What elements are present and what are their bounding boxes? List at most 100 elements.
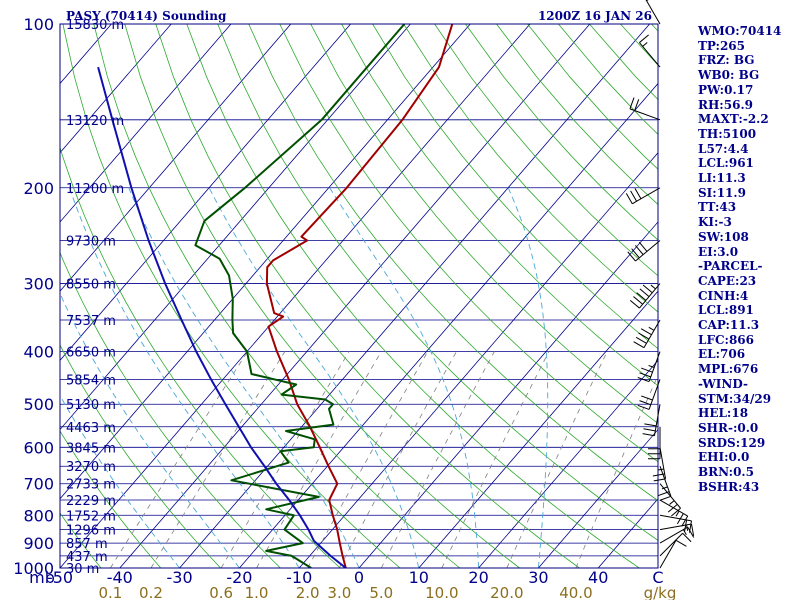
wind-barb-flag xyxy=(636,292,647,301)
wind-barb xyxy=(633,319,661,349)
wind-barb-flag xyxy=(634,99,640,111)
isotherm xyxy=(418,290,658,568)
index-item: MPL:676 xyxy=(698,362,759,377)
wind-barb-flag xyxy=(637,404,650,410)
wind-barb-flag xyxy=(631,248,640,259)
wind-barb-flag xyxy=(659,495,672,501)
index-item: LCL:961 xyxy=(698,156,754,171)
mixing-ratio-label: 10.0 xyxy=(425,584,458,600)
index-item: WB0: BG xyxy=(698,68,760,83)
wind-barb-staff xyxy=(659,540,677,569)
wind-barb-half-flag xyxy=(675,510,680,517)
temperature-tick-label: 10 xyxy=(409,568,429,587)
wind-barb-flag xyxy=(625,193,633,205)
wind-barb-staff xyxy=(629,108,661,121)
index-item: EHI:0.0 xyxy=(698,450,750,465)
temperature-tick-label: 0 xyxy=(354,568,364,587)
mixing-ratio-unit: g/kg xyxy=(644,584,677,600)
index-item: MAXT:-2.2 xyxy=(698,112,769,127)
height-label: 30 m xyxy=(66,562,99,577)
wind-barb-flag xyxy=(652,473,665,477)
wind-barb-flag xyxy=(667,504,678,513)
index-item: WMO:70414 xyxy=(698,24,782,38)
index-item: -PARCEL- xyxy=(698,259,763,274)
sounding-time: 1200Z 16 JAN 26 xyxy=(538,9,652,23)
dry-adiabat xyxy=(310,24,658,424)
pressure-label: 500 xyxy=(23,395,54,414)
height-label: 857 m xyxy=(66,537,108,552)
wind-barb xyxy=(659,532,692,557)
index-item: HEL:18 xyxy=(698,406,749,421)
wind-barb-flag xyxy=(639,400,651,406)
mixing-ratio-line xyxy=(441,351,550,568)
height-label: 2229 m xyxy=(66,494,116,509)
dry-adiabat xyxy=(60,430,162,568)
mixing-ratio-line xyxy=(220,351,350,568)
wind-barb xyxy=(627,240,661,262)
wind-barb xyxy=(648,426,661,460)
wind-barb xyxy=(652,447,667,482)
height-label: 6650 m xyxy=(66,346,116,361)
height-label: 8550 m xyxy=(66,278,116,293)
wind-barb-flag xyxy=(635,245,644,255)
height-label: 11200 m xyxy=(66,182,124,197)
wind-barb-flag xyxy=(671,507,681,517)
temperature-tick-label: 40 xyxy=(588,568,608,587)
dry-adiabat xyxy=(248,24,658,502)
dry-adiabat xyxy=(341,24,658,387)
wind-barb-flag xyxy=(638,332,650,340)
wind-barb xyxy=(659,539,687,569)
wind-barb-staff xyxy=(635,240,661,262)
mixing-ratio-label: 3.0 xyxy=(327,584,351,600)
wind-barb-flag xyxy=(642,433,655,437)
height-label: 2733 m xyxy=(66,478,116,493)
wind-barb-staff xyxy=(659,447,667,479)
index-item: STM:34/29 xyxy=(698,391,772,406)
isotherm xyxy=(60,24,172,154)
isotherm xyxy=(60,24,292,292)
pressure-label: 700 xyxy=(23,475,54,494)
moist-adiabat xyxy=(208,187,420,568)
temperature-tick-label: -30 xyxy=(167,568,193,587)
index-item: KI:-3 xyxy=(698,215,732,230)
dry-adiabat xyxy=(62,24,401,568)
index-item: TH:5100 xyxy=(698,126,757,141)
height-label: 13120 m xyxy=(66,114,124,129)
index-item: TT:43 xyxy=(698,200,737,215)
station-title: PASY (70414) Sounding xyxy=(66,9,227,23)
mixing-ratio-label: 20.0 xyxy=(490,584,523,600)
dry-adiabat xyxy=(60,146,341,568)
wind-barb-half-flag xyxy=(642,42,648,47)
wind-barb-flag xyxy=(640,328,652,336)
wind-barb-flag xyxy=(633,296,643,305)
parcel-path-line xyxy=(97,66,347,568)
height-label: 3845 m xyxy=(66,441,116,456)
wind-barb-flag xyxy=(638,241,648,252)
height-label: 5130 m xyxy=(66,398,116,413)
index-item: CAP:11.3 xyxy=(698,318,760,333)
wind-barb-flag xyxy=(687,526,695,538)
wind-barb-flag xyxy=(682,532,692,543)
wind-barb-flag xyxy=(691,523,695,536)
index-item: CINH:4 xyxy=(698,288,749,303)
wind-barb-flag xyxy=(630,190,638,202)
dry-adiabat xyxy=(186,24,640,568)
wind-barb-flag xyxy=(641,367,653,373)
wind-barb xyxy=(629,283,661,309)
mixing-ratio-label: 1.0 xyxy=(245,584,269,600)
wind-barb-half-flag xyxy=(661,486,668,490)
index-item: FRZ: BG xyxy=(698,53,755,68)
wind-barb-flag xyxy=(657,491,670,497)
mixing-ratio-line xyxy=(110,351,248,568)
pressure-label: 100 xyxy=(23,15,54,34)
isotherm xyxy=(60,24,232,223)
pressure-label: 400 xyxy=(23,343,54,362)
dry-adiabat xyxy=(372,24,658,350)
moist-adiabat xyxy=(128,187,360,568)
index-item: CAPE:23 xyxy=(698,273,757,288)
index-item: BRN:0.5 xyxy=(698,465,754,480)
wind-barb-staff xyxy=(639,283,661,309)
index-item: LCL:891 xyxy=(698,303,754,318)
wind-barb-half-flag xyxy=(669,500,675,505)
wind-barb xyxy=(639,34,661,68)
